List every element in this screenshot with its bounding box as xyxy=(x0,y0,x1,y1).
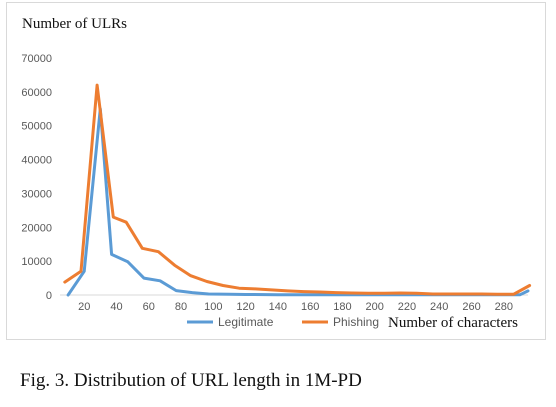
series-line-legitimate xyxy=(66,107,530,297)
x-axis-ticks: 20 40 60 80 100 120 140 160 180 200 220 240 260 280 xyxy=(78,301,513,313)
x-tick-label: 100 xyxy=(204,301,222,313)
x-tick-label: 260 xyxy=(462,301,480,313)
y-tick-label: 50000 xyxy=(21,121,52,133)
x-tick-label: 80 xyxy=(175,301,187,313)
x-tick-label: 140 xyxy=(269,301,287,313)
y-tick-label: 10000 xyxy=(21,256,52,268)
y-tick-label: 30000 xyxy=(21,188,52,200)
x-tick-label: 120 xyxy=(236,301,254,313)
legend-label-phishing: Phishing xyxy=(333,315,379,329)
x-axis-title: Number of characters xyxy=(388,315,518,331)
y-tick-label: 20000 xyxy=(21,222,52,234)
x-tick-label: 220 xyxy=(398,301,416,313)
chart-frame xyxy=(6,2,546,340)
legend: Legitimate Phishing xyxy=(187,315,379,329)
line-chart: Number of ULRs 0 10000 20000 30000 40000 5000… xyxy=(21,16,532,331)
x-tick-label: 280 xyxy=(495,301,513,313)
y-tick-label: 70000 xyxy=(21,53,52,65)
x-tick-label: 200 xyxy=(366,301,384,313)
x-tick-label: 60 xyxy=(143,301,155,313)
x-tick-label: 180 xyxy=(333,301,351,313)
y-axis-ticks: 0 10000 20000 30000 40000 50000 60000 70000 xyxy=(21,53,52,302)
legend-label-legitimate: Legitimate xyxy=(218,315,274,329)
x-tick-label: 240 xyxy=(430,301,448,313)
x-tick-label: 20 xyxy=(78,301,90,313)
y-tick-label: 60000 xyxy=(21,87,52,99)
series-group xyxy=(63,83,532,297)
y-axis-title: Number of ULRs xyxy=(22,16,127,32)
x-tick-label: 40 xyxy=(110,301,122,313)
x-tick-label: 160 xyxy=(301,301,319,313)
figure-caption: Fig. 3. Distribution of URL length in 1M… xyxy=(20,370,362,391)
series-line-phishing xyxy=(63,83,532,296)
y-tick-label: 40000 xyxy=(21,155,52,167)
y-tick-label: 0 xyxy=(46,290,52,302)
